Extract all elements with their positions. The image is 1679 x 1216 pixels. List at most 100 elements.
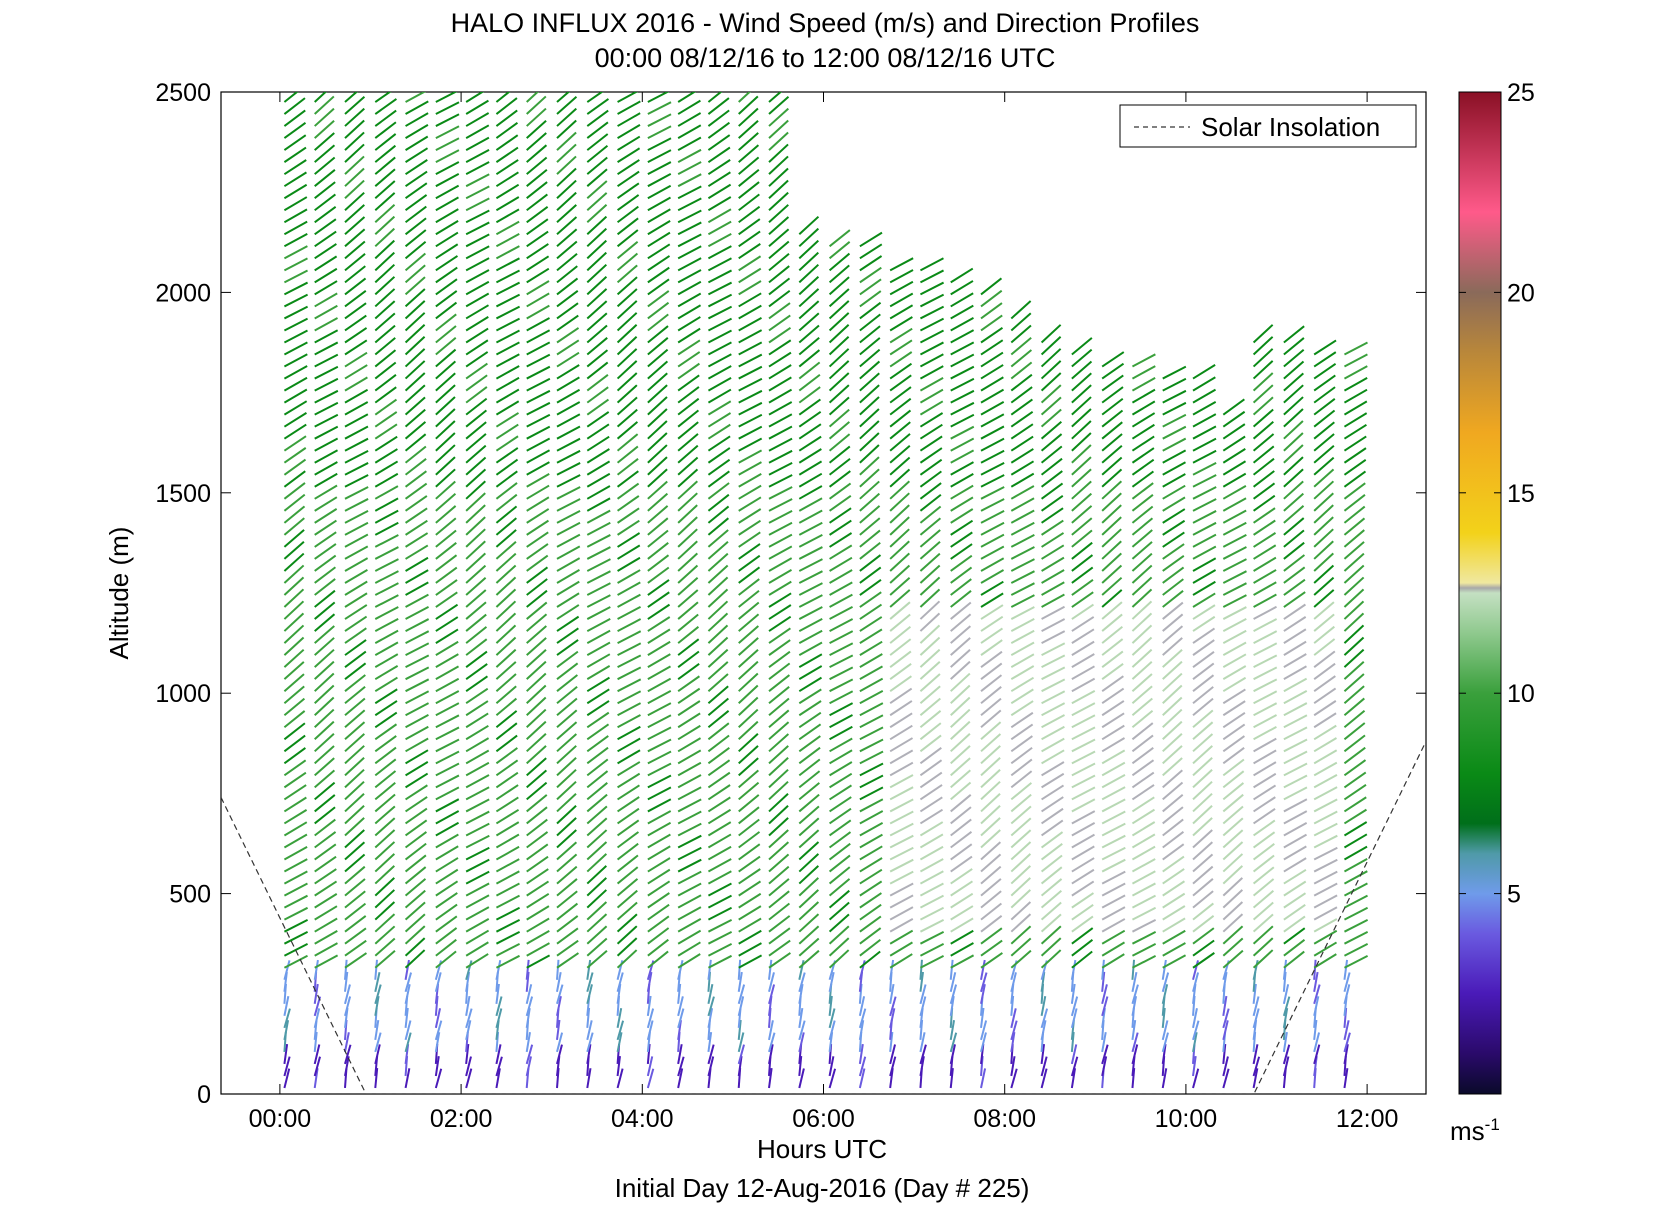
wind-arrow xyxy=(465,92,485,103)
wind-arrow xyxy=(495,697,518,717)
wind-arrow xyxy=(616,312,638,332)
wind-arrow xyxy=(1252,878,1275,897)
wind-arrow xyxy=(586,665,611,681)
wind-arrow xyxy=(283,845,308,861)
wind-arrow xyxy=(435,542,457,560)
wind-arrow xyxy=(314,613,336,632)
wind-arrow xyxy=(1010,1056,1016,1077)
wind-arrow xyxy=(1010,641,1035,656)
x-tick-label: 12:00 xyxy=(1336,1105,1399,1133)
wind-arrow xyxy=(1283,845,1307,861)
wind-arrow xyxy=(495,870,520,885)
wind-arrow xyxy=(919,269,944,284)
wind-arrow xyxy=(647,266,670,284)
wind-arrow xyxy=(1040,324,1062,344)
wind-arrow xyxy=(798,688,822,705)
wind-arrow xyxy=(495,954,520,969)
wind-arrow xyxy=(1343,412,1368,428)
wind-arrow xyxy=(586,109,609,127)
wind-arrow xyxy=(859,384,880,404)
wind-arrow xyxy=(677,882,702,897)
wind-arrow xyxy=(859,726,884,741)
wind-arrow xyxy=(314,672,335,692)
wind-arrow xyxy=(495,576,517,596)
wind-arrow xyxy=(344,557,369,572)
wind-arrow xyxy=(1070,1056,1079,1077)
wind-arrow xyxy=(1253,796,1276,813)
wind-arrow xyxy=(647,665,671,681)
wind-arrow xyxy=(465,687,489,705)
wind-arrow xyxy=(1010,723,1034,741)
y-tick-label: 500 xyxy=(169,881,211,909)
wind-arrow xyxy=(586,435,610,452)
wind-arrow xyxy=(314,794,336,813)
wind-arrow xyxy=(798,606,823,620)
wind-arrow xyxy=(980,686,1002,704)
wind-arrow xyxy=(617,159,640,176)
wind-arrow xyxy=(798,263,820,284)
wind-arrow xyxy=(1101,929,1126,945)
wind-arrow xyxy=(344,449,369,464)
wind-arrow xyxy=(1253,618,1278,632)
wind-arrow xyxy=(949,959,954,980)
wind-arrow xyxy=(1343,541,1365,560)
wind-arrow xyxy=(495,784,519,801)
wind-arrow xyxy=(889,700,913,717)
wind-arrow xyxy=(707,673,729,692)
wind-arrow xyxy=(283,960,291,981)
wind-arrow xyxy=(1253,819,1276,837)
wind-arrow xyxy=(586,937,608,957)
wind-arrow xyxy=(1283,468,1304,488)
wind-arrow xyxy=(314,317,338,332)
wind-arrow xyxy=(677,112,702,127)
wind-arrow xyxy=(1283,640,1307,656)
wind-arrow xyxy=(980,449,1005,464)
wind-arrow xyxy=(859,950,881,969)
wind-arrow xyxy=(980,425,1005,440)
wind-arrow xyxy=(374,411,398,428)
wind-arrow xyxy=(495,482,518,500)
wind-arrow xyxy=(526,625,547,644)
wind-arrow xyxy=(495,894,520,909)
wind-arrow xyxy=(586,121,609,139)
wind-arrow xyxy=(1071,845,1095,861)
wind-arrow xyxy=(586,676,610,693)
wind-arrow xyxy=(950,425,975,440)
wind-arrow xyxy=(344,1044,352,1065)
wind-arrow xyxy=(526,193,548,212)
wind-arrow xyxy=(465,480,486,500)
wind-arrow xyxy=(1010,386,1033,404)
wind-arrow xyxy=(1162,868,1185,885)
wind-arrow xyxy=(1041,796,1064,813)
wind-arrow xyxy=(1131,685,1153,704)
wind-arrow xyxy=(495,845,520,861)
wind-arrow xyxy=(798,398,821,416)
wind-arrow xyxy=(586,877,607,897)
wind-arrow xyxy=(1222,700,1246,717)
wind-arrow xyxy=(556,289,579,308)
wind-arrow xyxy=(647,726,672,741)
wind-arrow xyxy=(405,749,429,765)
wind-arrow xyxy=(1041,666,1066,681)
wind-arrow xyxy=(495,942,521,957)
wind-arrow xyxy=(314,377,339,392)
wind-arrow xyxy=(313,1056,321,1077)
wind-arrow xyxy=(1252,408,1274,428)
wind-arrow xyxy=(314,255,338,272)
wind-arrow xyxy=(1343,870,1368,885)
wind-arrow xyxy=(344,327,368,344)
wind-arrow xyxy=(344,545,369,560)
wind-arrow xyxy=(677,233,702,248)
wind-arrow xyxy=(1010,841,1032,861)
wind-arrow xyxy=(1101,456,1123,476)
wind-arrow xyxy=(465,269,490,284)
wind-arrow xyxy=(495,447,519,464)
wind-arrow xyxy=(1313,737,1337,753)
wind-arrow xyxy=(1313,810,1338,825)
wind-arrow xyxy=(1313,761,1338,777)
wind-arrow xyxy=(556,277,579,296)
wind-arrow xyxy=(404,408,426,428)
wind-arrow xyxy=(465,953,489,969)
wind-arrow xyxy=(586,570,611,584)
wind-arrow xyxy=(889,280,914,296)
